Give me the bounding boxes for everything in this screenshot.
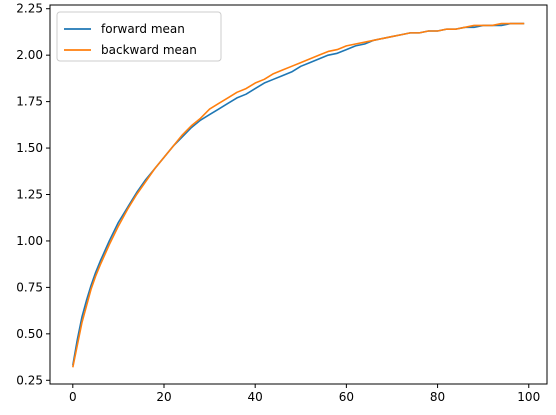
- y-tick-label: 0.75: [16, 280, 43, 294]
- legend-box: [56, 11, 222, 62]
- y-tick-label: 1.50: [16, 141, 43, 155]
- series-line-backward-mean: [72, 22, 525, 368]
- x-axis: 0 20 40 60 80 100: [69, 384, 540, 404]
- y-tick-label: 0.50: [16, 327, 43, 341]
- y-axis: 0.25 0.50 0.75 1.00 1.25 1.50 1.75 2.00 2.25: [16, 2, 50, 387]
- legend: forward mean backward mean: [56, 11, 222, 62]
- y-tick-label: 1.25: [16, 188, 43, 202]
- series-line-forward-mean: [72, 22, 525, 366]
- y-tick-label: 2.00: [16, 48, 43, 62]
- y-tick-label: 0.25: [16, 373, 43, 387]
- x-tick-label: 20: [156, 390, 171, 404]
- plot-lines: [72, 22, 525, 368]
- x-tick-label: 60: [339, 390, 354, 404]
- y-tick-label: 1.00: [16, 234, 43, 248]
- y-tick-label: 1.75: [16, 95, 43, 109]
- x-tick-label: 0: [69, 390, 77, 404]
- x-tick-label: 40: [248, 390, 263, 404]
- axes-frame: [49, 4, 548, 385]
- y-tick-label: 2.25: [16, 2, 43, 16]
- legend-label: backward mean: [101, 43, 197, 57]
- x-tick-label: 100: [517, 390, 540, 404]
- legend-label: forward mean: [101, 22, 185, 36]
- x-tick-label: 80: [430, 390, 445, 404]
